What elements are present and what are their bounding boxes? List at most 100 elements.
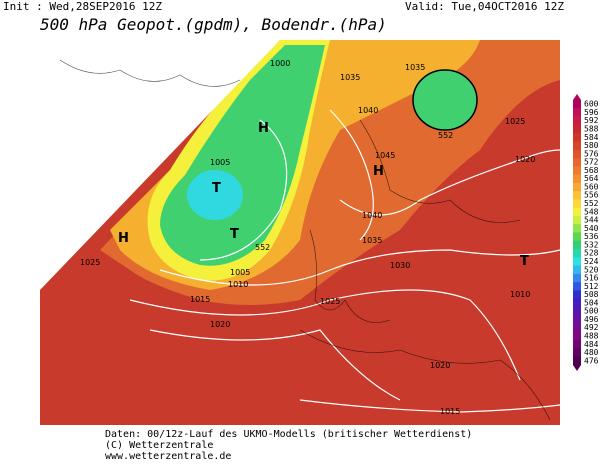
colorbar-label: 516	[584, 274, 599, 283]
pressure-system: T	[212, 181, 221, 196]
colorbar-swatch	[573, 116, 581, 126]
pressure-system: H	[258, 121, 269, 136]
pressure-label: 1040	[358, 106, 378, 115]
pressure-label: 1015	[190, 295, 210, 304]
colorbar-label: 484	[584, 340, 599, 349]
colorbar-swatch	[573, 100, 581, 109]
valid-time: Valid: Tue,04OCT2016 12Z	[405, 0, 564, 13]
pressure-label: 1035	[362, 236, 382, 245]
colorbar-label: 496	[584, 315, 599, 324]
colorbar-swatch	[573, 273, 581, 283]
colorbar-label: 600	[584, 100, 599, 109]
colorbar-label: 532	[584, 240, 599, 249]
colorbar-label: 584	[584, 133, 599, 142]
colorbar-swatch	[573, 282, 581, 291]
colorbar-swatch	[573, 215, 581, 225]
colorbar-swatch	[573, 240, 581, 250]
pressure-label: 552	[255, 243, 270, 252]
no-data-area	[40, 40, 280, 290]
colorbar-label: 588	[584, 124, 599, 133]
colorbar-label: 548	[584, 207, 599, 216]
colorbar-label: 564	[584, 174, 599, 183]
pressure-system: T	[520, 254, 529, 269]
pressure-label: 1020	[430, 361, 450, 370]
colorbar-swatch	[573, 323, 581, 333]
colorbar-swatch	[573, 207, 581, 217]
pressure-label: 1010	[510, 290, 530, 299]
coastlines	[59, 59, 551, 421]
footer-url: www.wetterzentrale.de	[105, 451, 231, 462]
footer-copyright: (C) Wetterzentrale	[105, 440, 213, 451]
colorbar-swatch	[573, 232, 581, 242]
pressure-label: 1000	[270, 59, 290, 68]
colorbar-label: 560	[584, 182, 599, 191]
pressure-label: 1005	[230, 268, 250, 277]
colorbar-label: 552	[584, 199, 599, 208]
colorbar-swatch	[573, 356, 581, 366]
pressure-label: 1020	[515, 155, 535, 164]
pressure-label: 1030	[390, 261, 410, 270]
colorbar-label: 556	[584, 191, 599, 200]
colorbar-swatch	[573, 265, 581, 275]
colorbar-cap-bottom	[573, 365, 581, 371]
colorbar-label: 528	[584, 249, 599, 258]
map-labels: 1000 1035 1035 1040 1045 1025 1020 1005 1040 1035…	[80, 59, 535, 416]
colorbar-label: 524	[584, 257, 599, 266]
init-time: Init : Wed,28SEP2016 12Z	[3, 0, 162, 13]
colorbar-swatch	[573, 182, 581, 192]
colorbar-swatch	[573, 290, 581, 300]
colorbar-swatch	[573, 141, 581, 151]
colorbar-label: 480	[584, 348, 599, 357]
colorbar-swatch	[573, 249, 581, 258]
pressure-system: H	[373, 164, 384, 179]
colorbar-label: 580	[584, 141, 599, 150]
colorbar-label: 504	[584, 298, 599, 307]
colorbar-swatch	[573, 340, 581, 349]
colorbar-label: 576	[584, 149, 599, 158]
pressure-label: 1025	[80, 258, 100, 267]
pressure-label: 1040	[362, 211, 382, 220]
footer-data: Daten: 00/12z-Lauf des UKMO-Modells (bri…	[105, 429, 472, 440]
colorbar-label: 520	[584, 265, 599, 274]
colorbar-label: 544	[584, 216, 599, 225]
pressure-label: 1045	[375, 151, 395, 160]
colorbar-label: 500	[584, 307, 599, 316]
map	[40, 40, 561, 425]
colorbar-label: 508	[584, 290, 599, 299]
pressure-label: 1025	[320, 297, 340, 306]
colorbar-swatch	[573, 348, 581, 358]
pressure-label: 1010	[228, 280, 248, 289]
colorbar-label: 512	[584, 282, 599, 291]
colorbar-swatch	[573, 298, 581, 308]
map-title: 500 hPa Geopot.(gpdm), Bodendr.(hPa)	[40, 15, 387, 34]
colorbar: 6005965925885845805765725685645605565525…	[573, 94, 599, 371]
colorbar-swatch	[573, 191, 581, 200]
colorbar-swatch	[573, 108, 581, 118]
colorbar-swatch	[573, 257, 581, 267]
colorbar-label: 488	[584, 332, 599, 341]
colorbar-label: 540	[584, 224, 599, 233]
colorbar-label: 596	[584, 108, 599, 117]
colorbar-label: 568	[584, 166, 599, 175]
colorbar-label: 592	[584, 116, 599, 125]
colorbar-swatch	[573, 149, 581, 159]
isobars	[129, 109, 561, 413]
colorbar-label: 492	[584, 323, 599, 332]
colorbar-swatch	[573, 307, 581, 316]
colorbar-swatch	[573, 174, 581, 184]
colorbar-label: 476	[584, 356, 599, 365]
colorbar-swatch	[573, 157, 581, 167]
field-green-east	[412, 69, 478, 131]
pressure-label: 1035	[340, 73, 360, 82]
colorbar-label: 536	[584, 232, 599, 241]
pressure-label: 1035	[405, 63, 425, 72]
pressure-label: 1005	[210, 158, 230, 167]
colorbar-swatch	[573, 224, 581, 233]
colorbar-swatch	[573, 331, 581, 341]
colorbar-cap-top	[573, 94, 581, 100]
colorbar-label: 572	[584, 158, 599, 167]
field-cyan	[187, 170, 243, 220]
pressure-label: 1020	[210, 320, 230, 329]
colorbar-swatch	[573, 124, 581, 134]
